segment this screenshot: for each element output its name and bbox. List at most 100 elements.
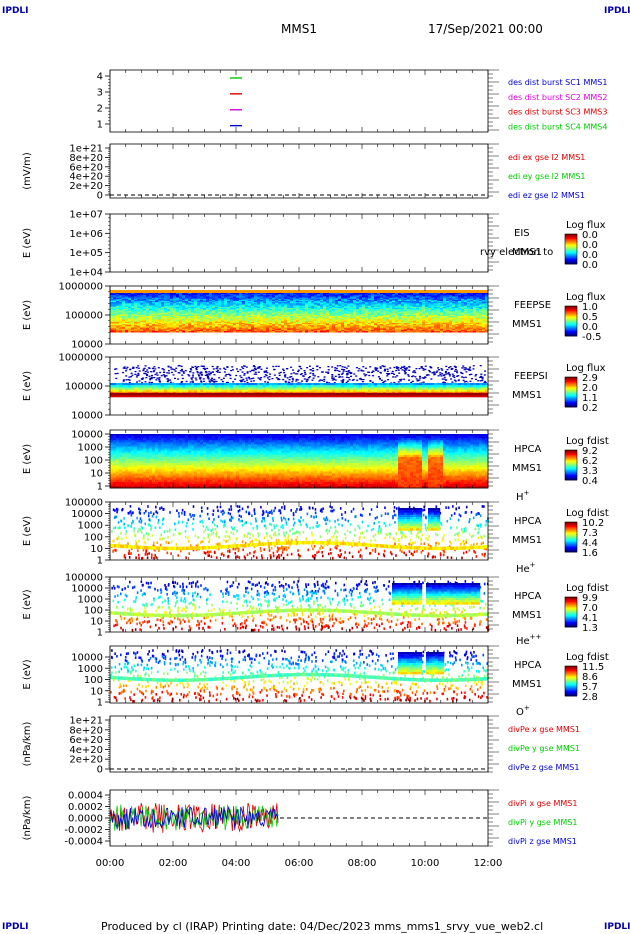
feepsi-ytick-label: 1000000: [58, 353, 103, 364]
divpe-legend-1: divPe x gse MMS1: [508, 725, 580, 734]
hpca_o-spectrogram: [110, 649, 490, 703]
hpca_h-ytick-label: 100: [84, 456, 103, 467]
hpca_he-colorbar-label: 7.3: [582, 528, 598, 539]
corner-label-bottom-right: IPDLI: [604, 922, 630, 932]
hpca_o-right-ticks: [488, 645, 499, 703]
burst-frame: [109, 69, 489, 133]
hpca_he2-colorbar-label: 7.0: [582, 603, 598, 614]
divpi-legend-3: divPi z gse MMS1: [508, 837, 577, 846]
x-tick-label: 10:00: [411, 858, 440, 869]
divpe-ytick-label: 2e+20: [69, 755, 103, 766]
hpca_h-spacecraft-label: MMS1: [512, 463, 542, 474]
divpe-frame: [109, 715, 489, 773]
hpca_he-colorbar-label: 1.6: [582, 548, 598, 559]
divpe-ytick-label: 1e+21: [69, 716, 103, 727]
hpca_he2-ytick-label: 10000: [71, 584, 103, 595]
hpca_h-ytick-label: 1: [97, 482, 103, 493]
burst-legend-2: des dist burst SC2 MMS2: [508, 93, 607, 102]
eis-colorbar-label: 0.0: [582, 230, 598, 241]
x-tick-label: 00:00: [96, 858, 125, 869]
hpca_h-instrument-label: HPCA: [514, 444, 542, 455]
hpca_he-ytick-label: 1000: [78, 521, 103, 532]
eis-colorbar: [564, 233, 578, 265]
burst-legend-1: des dist burst SC1 MMS1: [508, 78, 607, 87]
edi-ytick-label: 0: [97, 191, 103, 202]
feepsi-right-ticks: [488, 356, 499, 414]
feepse-ytick-label: 1000000: [58, 282, 103, 293]
hpca_he-colorbar-label: 10.2: [582, 518, 604, 529]
edi-right-ticks: [488, 143, 499, 197]
hpca-h-spectrogram: [110, 434, 489, 489]
footer-text: Produced by cl (IRAP) Printing date: 04/…: [101, 920, 544, 933]
hpca_o-ytick-label: 1000: [78, 664, 103, 675]
corner-label-top-left: IPDLI: [2, 6, 29, 16]
divpe-legend-3: divPe z gse MMS1: [508, 763, 579, 772]
x-tick-label: 12:00: [474, 858, 503, 869]
hpca_he2-colorbar-title: Log fdist: [566, 583, 609, 594]
hpca_o-ytick-label: 1: [97, 698, 103, 709]
hpca_h-ytick-label: 10000: [71, 430, 103, 441]
hpca_he2-ytick-label: 100: [84, 606, 103, 617]
hpca_he-colorbar-label: 4.4: [582, 538, 598, 549]
hpca_h-right-ticks: [488, 429, 499, 487]
hpca_he2-colorbar-label: 4.1: [582, 613, 598, 624]
feepsi-colorbar-label: 1.1: [582, 393, 598, 404]
hpca_he-ytick-label: 10000: [71, 509, 103, 520]
divpe-legend-2: divPe y gse MMS1: [508, 744, 580, 753]
feepsi-colorbar: [564, 376, 578, 408]
edi-ylabel: (mV/m): [22, 152, 33, 190]
hpca_he-right-ticks: [488, 501, 499, 559]
eis-ytick-label: 1e+07: [69, 210, 103, 221]
corner-label-top-right: IPDLI: [604, 6, 630, 16]
hpca_h-colorbar-label: 3.3: [582, 466, 598, 477]
eis-ytick-label: 1e+05: [69, 248, 103, 259]
hpca_he2-colorbar: [564, 596, 578, 628]
eis-ylabel: E (eV): [22, 228, 33, 258]
edi-ytick-label: 1e+21: [69, 144, 103, 155]
hpca_h-ylabel: E (eV): [22, 444, 33, 474]
hpca_he2-spacecraft-label: MMS1: [512, 610, 542, 621]
feepse-ylabel: E (eV): [22, 300, 33, 330]
hpca_he-ytick-label: 100000: [65, 498, 103, 509]
edi-ytick-label: 2e+20: [69, 181, 103, 192]
feepsi-instrument-label: FEEPSI: [514, 371, 548, 382]
burst-legend-4: des dist burst SC4 MMS4: [508, 122, 607, 131]
hpca_h-ytick-label: 10: [90, 469, 103, 480]
edi-ytick-label: 6e+20: [69, 162, 103, 173]
edi-legend-1: edi ex gse l2 MMS1: [508, 153, 585, 162]
burst-markers: [230, 77, 242, 127]
divpi-ytick-label: 0.0000: [68, 814, 103, 825]
feepsi-colorbar-label: 2.0: [582, 383, 598, 394]
hpca_he2-colorbar-label: 1.3: [582, 623, 598, 634]
hpca_o-ylabel: E (eV): [22, 659, 33, 689]
hpca_h-colorbar: [564, 449, 578, 481]
burst-ytick-label: 2: [97, 104, 103, 115]
hpca_he-instrument-label: HPCA: [514, 516, 542, 527]
header-date: 17/Sep/2021 00:00: [428, 22, 543, 36]
eis-ytick-label: 1e+04: [69, 268, 103, 279]
hpca_he-colorbar-title: Log fdist: [566, 508, 609, 519]
hpca_he2-species-label: He++: [516, 633, 542, 647]
feepse-ytick-label: 100000: [65, 311, 103, 322]
feepse-instrument-label: FEEPSE: [514, 300, 551, 311]
divpi-legend-1: divPi x gse MMS1: [508, 799, 577, 808]
divpe-right-ticks: [488, 715, 499, 773]
divpe-ytick-label: 4e+20: [69, 745, 103, 756]
hpca_he-colorbar: [564, 521, 578, 553]
hpca_he-ytick-label: 10: [90, 544, 103, 555]
hpca_o-species-label: O+: [516, 704, 530, 718]
hpca_he-ytick-label: 100: [84, 532, 103, 543]
header-spacecraft: MMS1: [281, 22, 317, 36]
feepsi-ylabel: E (eV): [22, 371, 33, 401]
hpca_o-colorbar-label: 5.7: [582, 682, 598, 693]
hpca_h-colorbar-title: Log fdist: [566, 436, 609, 447]
feepsi-ytick-label: 100000: [65, 382, 103, 393]
feepse-right-ticks: [488, 285, 499, 343]
feepse-colorbar: [564, 305, 578, 337]
edi-legend-2: edi ey gse l2 MMS1: [508, 172, 586, 181]
divpe-ytick-label: 8e+20: [69, 725, 103, 736]
feepse-colorbar-label: 1.0: [582, 302, 598, 313]
eis-colorbar-label: 0.0: [582, 260, 598, 271]
burst-right-ticks: [488, 69, 499, 131]
